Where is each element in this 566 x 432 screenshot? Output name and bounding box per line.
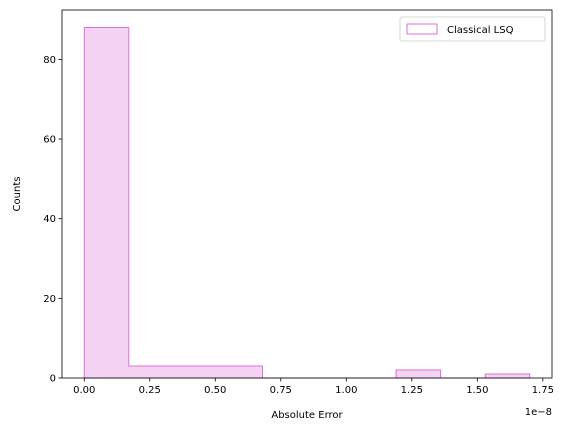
histogram-fill [84,27,530,379]
x-axis-ticks: 0.00 0.25 0.50 0.75 1.00 1.25 1.50 1.75 [73,378,554,396]
legend: Classical LSQ [399,16,546,42]
x-axis-offset-label: 1e−8 [525,407,552,418]
y-tick-label: 60 [43,135,56,146]
x-tick-label: 1.25 [401,385,423,396]
x-tick-label: 0.50 [204,385,226,396]
x-tick-label: 0.75 [270,385,292,396]
y-tick-label: 20 [43,294,56,305]
legend-swatch [406,23,438,35]
y-tick-label: 40 [43,214,56,225]
plot-area [61,9,553,379]
legend-label: Classical LSQ [447,25,514,36]
x-tick-label: 0.25 [139,385,161,396]
y-axis-ticks: 0 20 40 60 80 [43,55,62,385]
y-tick-label: 0 [50,374,56,385]
y-axis-label: Counts [12,177,23,212]
axes-frame [61,9,553,379]
x-tick-label: 1.00 [335,385,357,396]
x-axis-label: Absolute Error [271,410,343,421]
y-tick-label: 80 [43,55,56,66]
x-tick-label: 0.00 [73,385,95,396]
x-tick-label: 1.75 [532,385,554,396]
legend-box [399,16,546,42]
x-tick-label: 1.50 [466,385,488,396]
histogram-outline [83,27,531,379]
